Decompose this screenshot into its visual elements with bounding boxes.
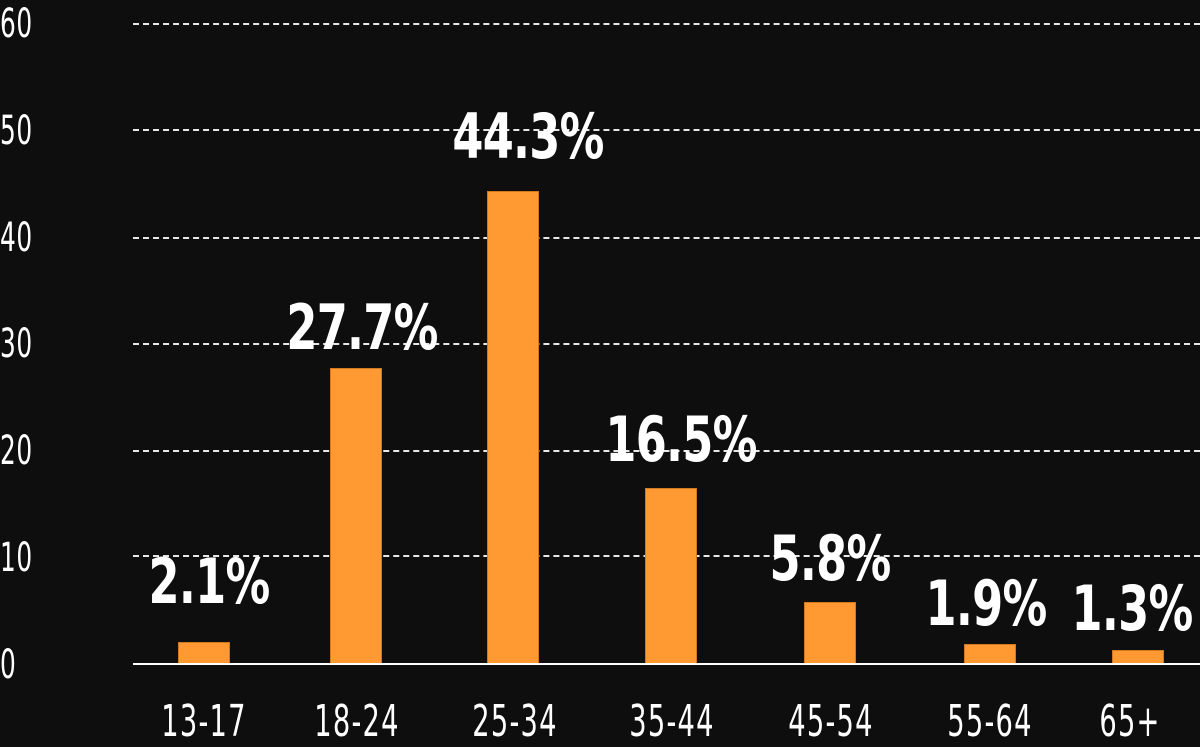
- gridline-40: [133, 237, 1200, 239]
- bar-25-34: [487, 191, 539, 664]
- y-tick-50: 50: [0, 108, 33, 154]
- x-tick-18-24: 18-24: [314, 696, 400, 747]
- y-tick-0: 0: [0, 642, 17, 688]
- value-label-55-64: 1.9%: [925, 567, 1048, 640]
- gridline-60: [133, 23, 1200, 25]
- gridline-20: [133, 450, 1200, 452]
- x-tick-35-44: 35-44: [629, 696, 715, 747]
- x-tick-25-34: 25-34: [472, 696, 558, 747]
- bar-18-24: [330, 368, 382, 664]
- gridline-50: [133, 129, 1200, 131]
- x-tick-65-plus: 65+: [1099, 696, 1161, 747]
- y-tick-10: 10: [0, 535, 33, 581]
- value-label-45-54: 5.8%: [769, 522, 892, 595]
- bar-13-17: [178, 642, 230, 664]
- bar-65-plus: [1112, 650, 1164, 664]
- y-tick-20: 20: [0, 428, 33, 474]
- y-tick-30: 30: [0, 321, 33, 367]
- value-label-35-44: 16.5%: [605, 403, 757, 476]
- bar-55-64: [964, 644, 1016, 664]
- bar-45-54: [804, 602, 856, 664]
- y-tick-60: 60: [0, 1, 33, 47]
- x-tick-45-54: 45-54: [788, 696, 874, 747]
- y-tick-40: 40: [0, 215, 33, 261]
- value-label-25-34: 44.3%: [452, 100, 604, 173]
- value-label-18-24: 27.7%: [286, 291, 438, 364]
- value-label-65-plus: 1.3%: [1071, 572, 1194, 645]
- gridline-30: [133, 343, 1200, 345]
- bar-35-44: [645, 488, 697, 664]
- value-label-13-17: 2.1%: [148, 545, 271, 618]
- x-tick-13-17: 13-17: [161, 696, 247, 747]
- x-tick-55-64: 55-64: [947, 696, 1033, 747]
- x-axis-baseline: [133, 663, 1200, 665]
